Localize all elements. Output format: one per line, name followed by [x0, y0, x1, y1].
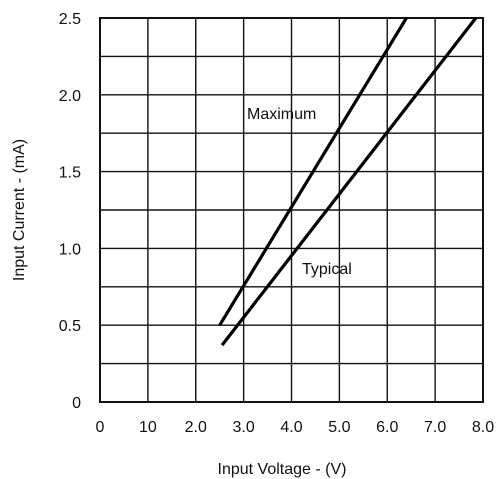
x-tick-label: 4.0: [280, 419, 302, 436]
series-label-typical: Typical: [302, 261, 352, 278]
x-axis-label: Input Voltage - (V): [218, 461, 347, 478]
x-tick-label: 10: [139, 419, 157, 436]
x-tick-label: 7.0: [424, 419, 446, 436]
x-tick-label: 0: [96, 419, 105, 436]
y-tick-label: 2.0: [59, 88, 81, 105]
x-tick-label: 2.0: [185, 419, 207, 436]
x-tick-label: 8.0: [472, 419, 494, 436]
x-tick-label: 5.0: [328, 419, 350, 436]
y-axis-label: Input Current - (mA): [11, 139, 28, 281]
y-tick-label: 0: [72, 395, 81, 412]
series-line-maximum: [218, 17, 408, 327]
series-layer: [218, 17, 478, 347]
grid: [100, 18, 483, 402]
y-tick-label: 2.5: [59, 11, 81, 28]
y-tick-label: 1.0: [59, 241, 81, 258]
plot-frame: [99, 17, 484, 403]
y-tick-label: 1.5: [59, 165, 81, 182]
x-tick-label: 3.0: [233, 419, 255, 436]
x-tick-label: 6.0: [376, 419, 398, 436]
tick-labels: 0 10 2.0 3.0 4.0 5.0 6.0 7.0 8.0 0 0.5 1…: [59, 11, 494, 436]
series-label-maximum: Maximum: [247, 106, 316, 123]
y-tick-label: 0.5: [59, 318, 81, 335]
series-line-typical: [220, 17, 478, 347]
